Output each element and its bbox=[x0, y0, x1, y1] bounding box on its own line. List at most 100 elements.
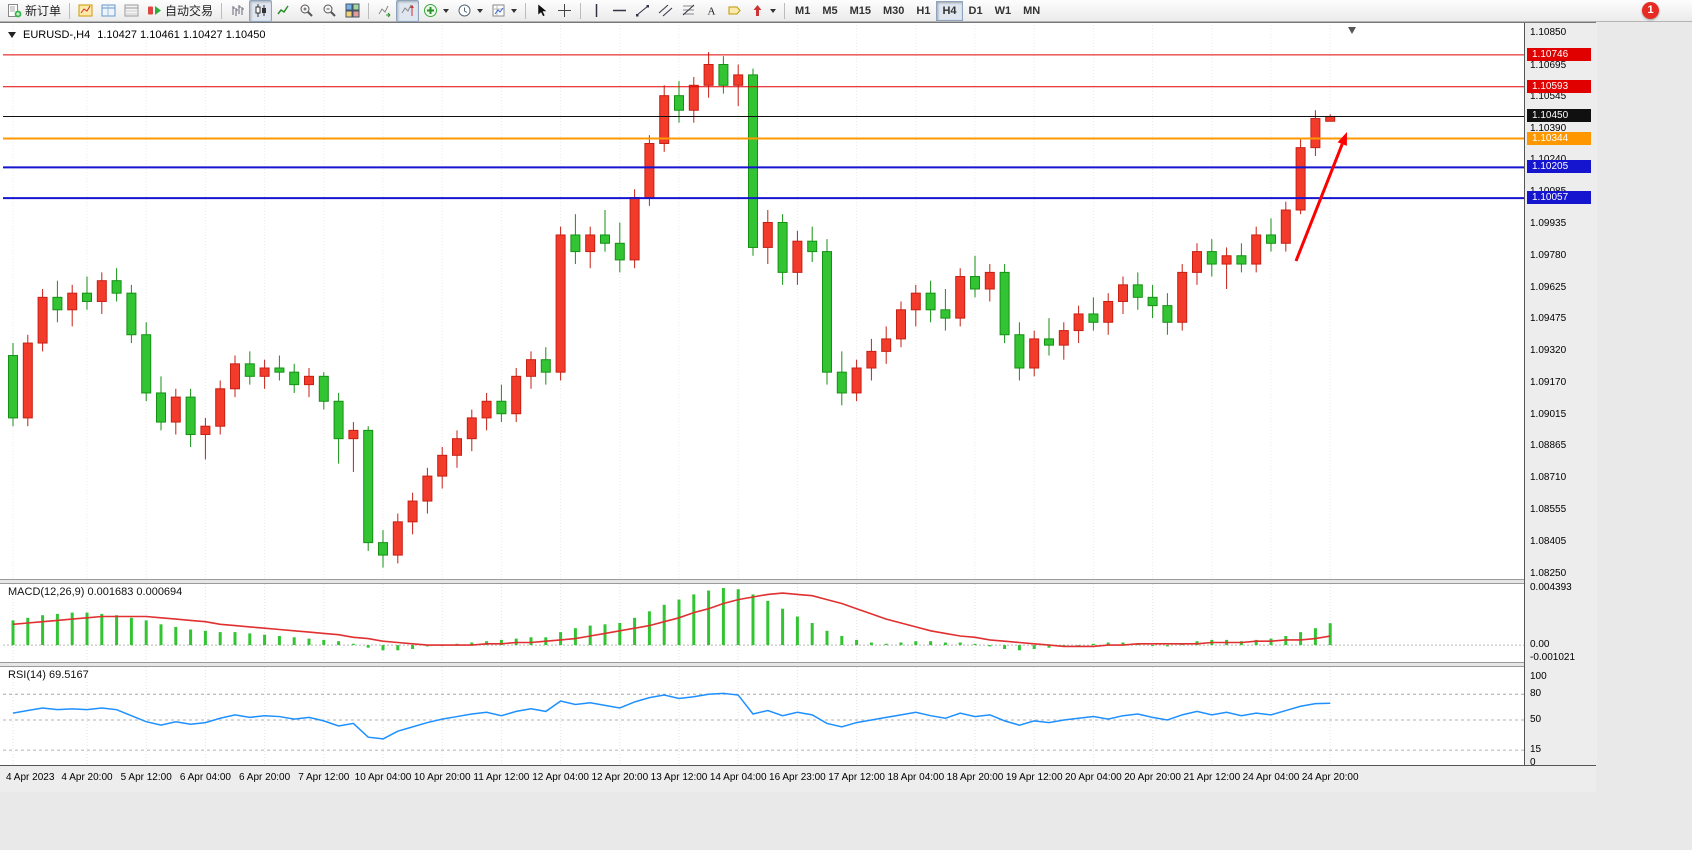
price-axis[interactable]: 1.10850 1.10695 1.10545 1.10390 1.10240 1.100… bbox=[1524, 23, 1597, 768]
price-tag[interactable]: 1.10205 bbox=[1527, 160, 1591, 174]
candle bbox=[452, 430, 462, 468]
vertical-line-button[interactable] bbox=[585, 0, 608, 22]
autotrading-button-label: 自动交易 bbox=[165, 4, 214, 18]
main-chart-panel[interactable] bbox=[3, 25, 1524, 579]
macd-panel[interactable] bbox=[3, 584, 1524, 662]
zoom-out-button[interactable] bbox=[318, 0, 341, 22]
candle bbox=[67, 284, 78, 327]
timeframe-h1-button[interactable]: H1 bbox=[916, 4, 931, 17]
timeframe-m30-button[interactable]: M30 bbox=[883, 4, 905, 17]
candlestick-icon bbox=[253, 3, 268, 18]
candle bbox=[955, 268, 966, 327]
channel-button[interactable] bbox=[654, 0, 677, 22]
candle bbox=[570, 214, 581, 265]
text-button[interactable]: A bbox=[700, 0, 723, 22]
time-axis-label: 18 Apr 20:00 bbox=[946, 772, 1004, 783]
candle bbox=[111, 268, 122, 302]
rsi-axis-label: 80 bbox=[1530, 688, 1542, 700]
time-axis-label: 16 Apr 23:00 bbox=[769, 772, 826, 783]
candle bbox=[437, 446, 448, 489]
candlestick-chart-button[interactable] bbox=[249, 0, 273, 22]
candle bbox=[940, 289, 951, 331]
auto-scroll-button[interactable] bbox=[373, 0, 396, 22]
timeframe-m5-button[interactable]: M5 bbox=[822, 4, 838, 17]
trend-arrow[interactable] bbox=[1294, 132, 1347, 262]
autotrading-button[interactable]: 自动交易 bbox=[143, 0, 217, 22]
crosshair-button[interactable] bbox=[553, 0, 576, 22]
price-axis-label: 1.09015 bbox=[1530, 408, 1567, 420]
one-click-trading-icon[interactable] bbox=[8, 32, 16, 38]
vline-icon bbox=[589, 3, 604, 18]
price-tag[interactable]: 1.10057 bbox=[1527, 191, 1591, 205]
candle bbox=[614, 222, 625, 273]
timeframe-mn-button[interactable]: MN bbox=[1023, 4, 1041, 17]
candle bbox=[1132, 272, 1143, 310]
bar-chart-button[interactable] bbox=[226, 0, 249, 22]
price-axis-label: 1.10695 bbox=[1530, 59, 1567, 71]
label-button[interactable] bbox=[723, 0, 746, 22]
timeframe-h4-button[interactable]: H4 bbox=[936, 0, 963, 21]
data-window-button[interactable] bbox=[120, 0, 143, 22]
macd-canvas bbox=[3, 584, 1524, 662]
time-axis-label: 12 Apr 04:00 bbox=[532, 772, 589, 783]
notification-badge[interactable]: 1 bbox=[1642, 2, 1659, 19]
candle bbox=[674, 81, 684, 123]
timeframe-w1-button[interactable]: W1 bbox=[994, 4, 1012, 17]
periods-button[interactable] bbox=[453, 0, 487, 22]
panel-splitter[interactable] bbox=[0, 579, 1596, 584]
time-axis-label: 10 Apr 04:00 bbox=[354, 772, 412, 783]
candle bbox=[1088, 297, 1099, 331]
svg-text:A: A bbox=[708, 6, 716, 18]
tile-windows-button[interactable] bbox=[341, 0, 364, 22]
timeframe-m15-button[interactable]: M15 bbox=[849, 4, 871, 17]
zoom-in-button[interactable] bbox=[295, 0, 318, 22]
arrows-button[interactable] bbox=[746, 0, 780, 22]
candle bbox=[1177, 264, 1188, 331]
cursor-button[interactable] bbox=[530, 0, 553, 22]
indicators-button[interactable] bbox=[419, 0, 453, 22]
new-order-button[interactable]: 新订单 bbox=[3, 0, 65, 22]
market-watch-button[interactable] bbox=[97, 0, 120, 22]
candle bbox=[807, 226, 818, 262]
dropdown-caret-icon bbox=[511, 8, 518, 13]
autotrading-icon bbox=[147, 3, 162, 18]
candle bbox=[1014, 322, 1025, 381]
candle bbox=[1206, 239, 1217, 277]
price-tag[interactable]: 1.10344 bbox=[1527, 131, 1591, 145]
toolbar-separator bbox=[368, 2, 370, 19]
rsi-axis-label: 50 bbox=[1530, 714, 1542, 725]
new-order-icon bbox=[7, 3, 22, 18]
price-tag[interactable]: 1.10450 bbox=[1527, 109, 1591, 123]
rsi-axis-label: 15 bbox=[1530, 744, 1542, 756]
time-axis[interactable]: 4 Apr 2023 4 Apr 20:00 5 Apr 12:00 6 Apr 04… bbox=[0, 765, 1596, 792]
fibonacci-icon bbox=[681, 3, 696, 18]
candle bbox=[836, 351, 847, 406]
chart-shift-button[interactable] bbox=[396, 0, 420, 22]
price-axis-label: 1.10545 bbox=[1530, 90, 1567, 102]
price-axis-label: 1.09475 bbox=[1530, 313, 1567, 325]
candle bbox=[466, 409, 477, 452]
fibonacci-button[interactable] bbox=[677, 0, 700, 22]
candle bbox=[259, 359, 270, 389]
macd-histogram bbox=[11, 587, 1332, 651]
candle bbox=[1147, 284, 1158, 319]
candle bbox=[274, 355, 285, 381]
rsi-panel[interactable] bbox=[3, 667, 1524, 765]
templates-button[interactable] bbox=[487, 0, 521, 22]
candle bbox=[304, 368, 314, 398]
chart-window: 1.10850 1.10695 1.10545 1.10390 1.10240 1.100… bbox=[0, 22, 1597, 792]
candle bbox=[1103, 293, 1114, 335]
new-chart-button[interactable] bbox=[74, 0, 97, 22]
panel-splitter[interactable] bbox=[0, 662, 1596, 667]
horizontal-line-button[interactable] bbox=[608, 0, 631, 22]
trendline-button[interactable] bbox=[631, 0, 654, 22]
candle bbox=[733, 64, 744, 107]
price-tag[interactable]: 1.10593 bbox=[1527, 79, 1591, 93]
line-chart-button[interactable] bbox=[272, 0, 295, 22]
timeframe-d1-button[interactable]: D1 bbox=[968, 4, 983, 17]
candle bbox=[156, 376, 166, 431]
chart-shift-marker[interactable] bbox=[1348, 27, 1356, 34]
price-tag[interactable]: 1.10746 bbox=[1527, 47, 1591, 61]
timeframe-m1-button[interactable]: M1 bbox=[795, 4, 811, 17]
candle bbox=[8, 343, 18, 427]
